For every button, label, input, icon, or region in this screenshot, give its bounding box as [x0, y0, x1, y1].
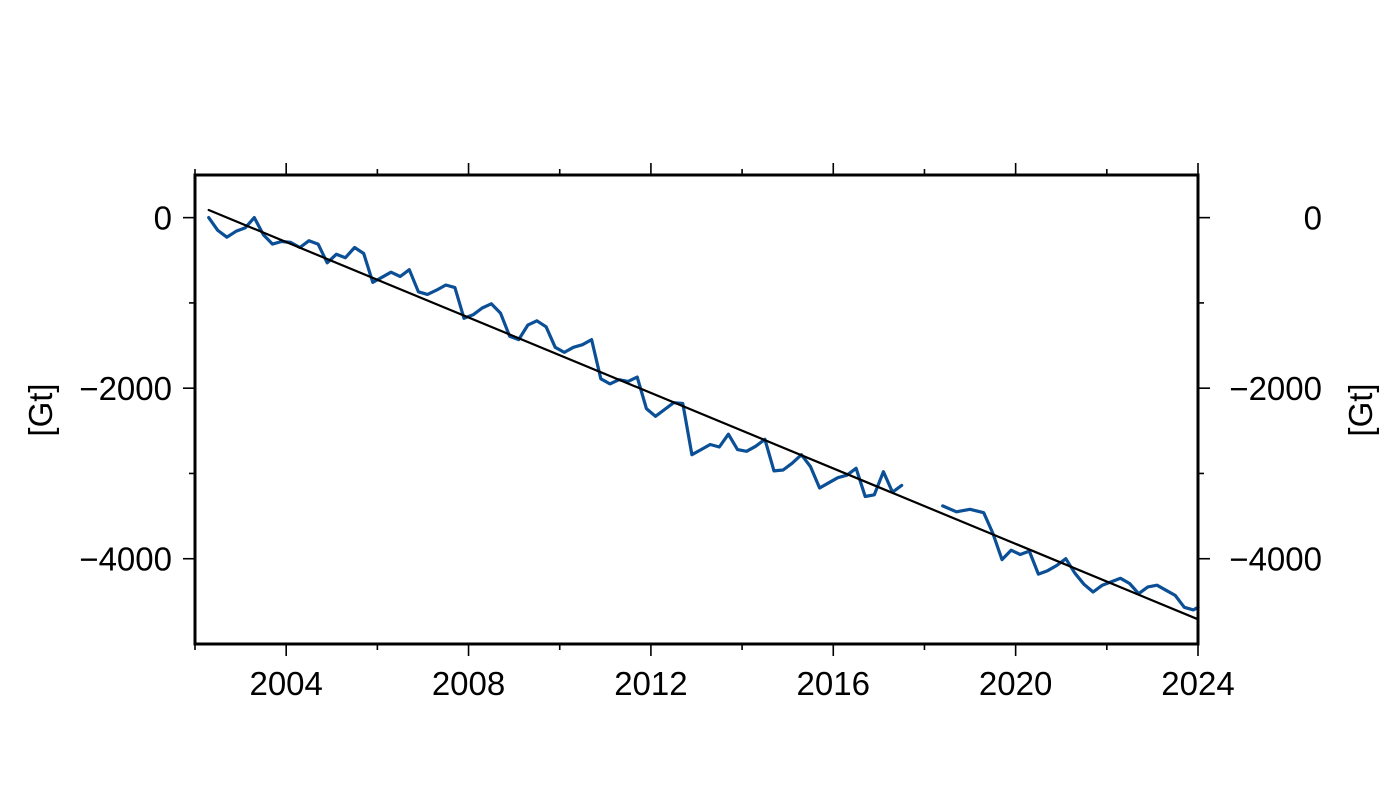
- y-tick-label-right: 0: [1304, 200, 1322, 237]
- y-axis-label-right: [Gt]: [1342, 383, 1379, 436]
- ticks-layer: [183, 163, 1210, 656]
- y-tick-label-left: −4000: [79, 541, 172, 578]
- y-tick-label-left: 0: [154, 200, 172, 237]
- y-tick-label-left: −2000: [79, 370, 172, 407]
- x-tick-label: 2012: [614, 665, 687, 702]
- series-line-segment-1: [941, 504, 1200, 612]
- x-tick-label: 2024: [1161, 665, 1234, 702]
- x-tick-label: 2004: [249, 665, 322, 702]
- y-tick-label-right: −2000: [1229, 370, 1322, 407]
- plot-frame: [193, 173, 1200, 646]
- x-tick-label: 2008: [432, 665, 505, 702]
- tick-labels-layer: 2004 2008 2012 2016 2020 2024 0 0 −2000 −2000 −400…: [79, 200, 1322, 702]
- x-tick-label: 2016: [797, 665, 870, 702]
- series-layer: [207, 208, 1200, 621]
- y-axis-label-left: [Gt]: [22, 383, 59, 436]
- y-tick-label-right: −4000: [1229, 541, 1322, 578]
- x-tick-label: 2020: [979, 665, 1052, 702]
- series-line-segment-0: [207, 216, 904, 499]
- trend-line: [207, 208, 1200, 621]
